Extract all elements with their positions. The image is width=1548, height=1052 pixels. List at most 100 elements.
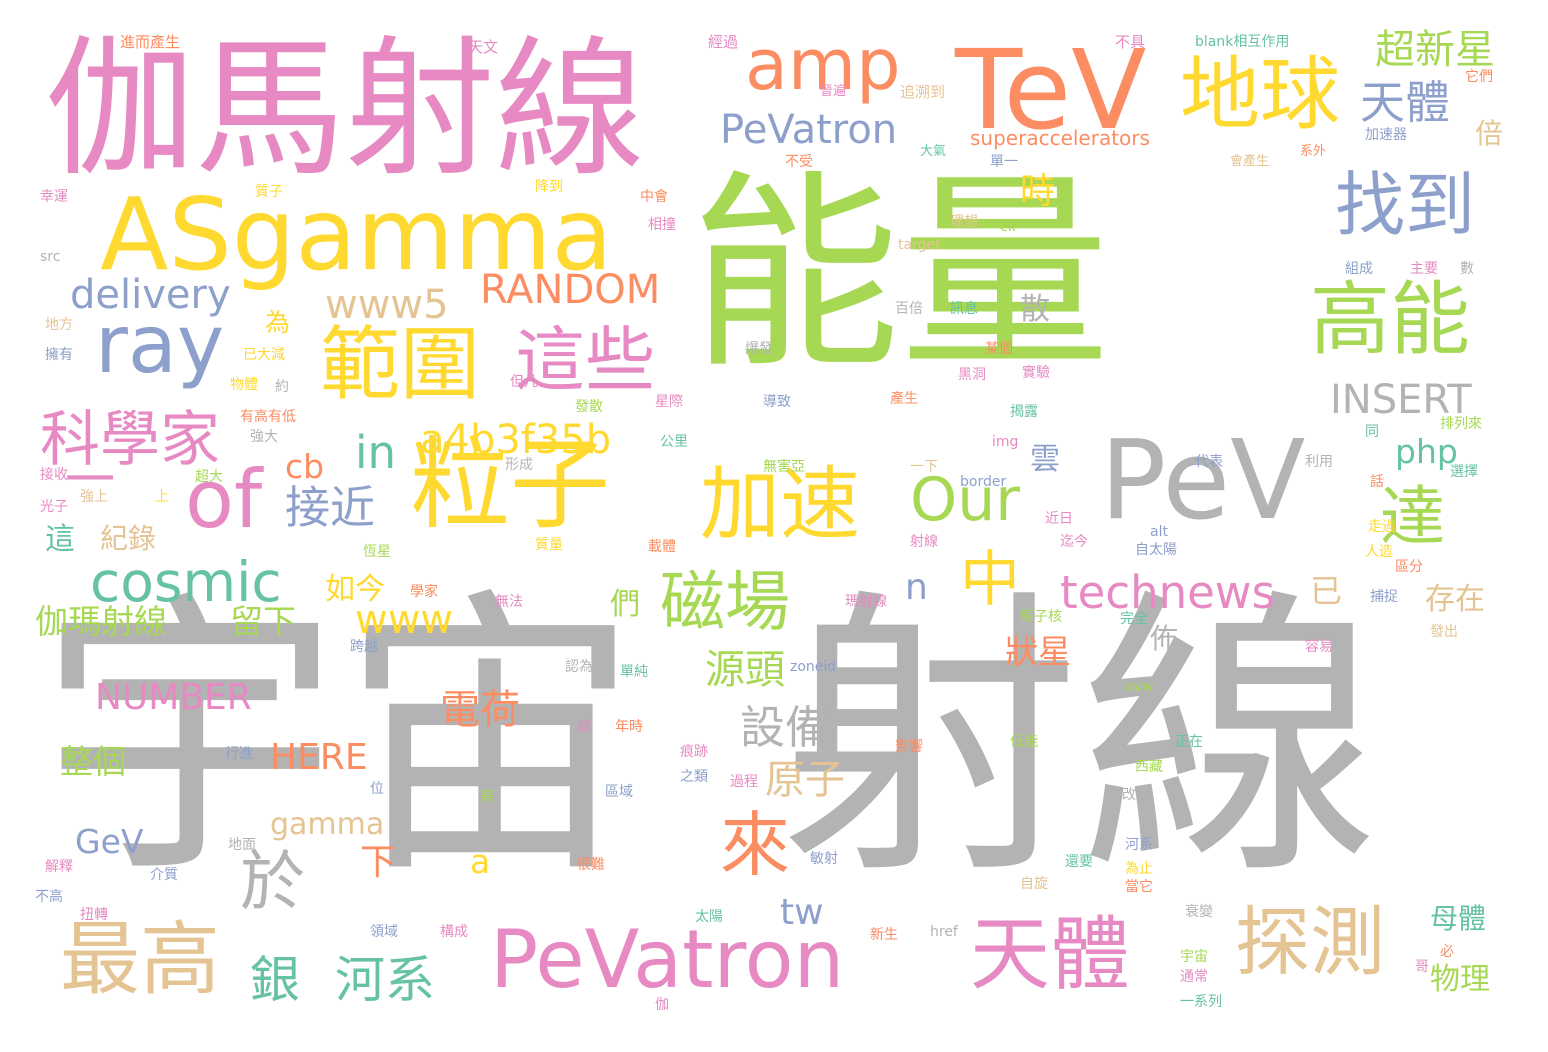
word-68: 雲	[1030, 442, 1060, 477]
word-183: 還要	[1065, 854, 1093, 870]
word-2: 射線	[780, 565, 1380, 914]
word-72: 佈	[1150, 622, 1179, 655]
word-50: 留下	[230, 602, 296, 641]
word-146: 質量	[535, 537, 563, 553]
word-109: 已大減	[243, 347, 285, 363]
word-69: 如今	[325, 572, 385, 607]
word-81: blank相互作用	[1195, 34, 1290, 50]
word-46: 設備	[740, 701, 831, 754]
word-125: 形成	[505, 457, 533, 473]
word-100: 組成	[1345, 261, 1373, 277]
word-131: 選擇	[1450, 464, 1478, 480]
word-21: 磁場	[660, 565, 791, 640]
word-45: 源頭	[705, 647, 785, 693]
word-98: target	[898, 237, 941, 253]
word-106: 擁有	[45, 347, 73, 363]
word-177: 地面	[228, 837, 256, 853]
word-161: 單純	[620, 664, 648, 680]
word-148: 人造	[1365, 544, 1393, 560]
word-78: 天文	[468, 38, 499, 56]
word-193: 新生	[870, 927, 898, 943]
word-188: 扭轉	[80, 907, 108, 923]
word-15: 加速	[700, 458, 860, 551]
word-79: 經過	[708, 33, 739, 51]
word-134: border	[960, 474, 1007, 490]
word-137: 上	[155, 489, 169, 505]
word-20: 最高	[60, 913, 220, 1006]
word-56: 已	[1310, 572, 1343, 610]
word-9: 地球	[1180, 48, 1340, 141]
word-32: RANDOM	[480, 267, 661, 313]
word-200: 一系列	[1180, 994, 1222, 1010]
word-65: 時	[1020, 172, 1056, 212]
word-4: TeV	[955, 26, 1147, 154]
word-157: 跨越	[350, 639, 378, 655]
word-82: 它們	[1465, 69, 1493, 85]
word-185: 當它	[1125, 879, 1153, 895]
word-139: 近日	[1045, 511, 1073, 527]
word-132: 接收	[40, 467, 68, 483]
word-116: 發散	[575, 399, 603, 415]
word-86: 大氣	[920, 144, 947, 159]
word-16: of	[185, 453, 263, 546]
word-6: ASgamma	[100, 176, 613, 293]
word-197: 哥	[1415, 959, 1429, 975]
word-13: 高能	[1310, 273, 1470, 366]
word-74: 母體	[1430, 902, 1487, 935]
word-34: a4b3f35b	[420, 417, 612, 463]
word-191: 領域	[370, 924, 398, 940]
word-136: 強上	[80, 489, 108, 505]
word-36: NUMBER	[95, 677, 252, 718]
word-192: 構成	[440, 924, 468, 940]
word-40: 河系	[335, 951, 435, 1009]
word-159: zoneid	[790, 659, 837, 675]
word-48: 電荷	[440, 687, 520, 733]
word-57: 存在	[1425, 582, 1485, 617]
word-61: 下	[360, 842, 397, 883]
word-110: 黑洞	[958, 367, 986, 383]
word-189: 太陽	[695, 909, 723, 925]
word-119: 產生	[890, 391, 918, 407]
word-166: 痕跡	[680, 744, 708, 760]
word-10: ray	[95, 298, 225, 391]
word-121: 排列來	[1440, 416, 1482, 432]
word-175: 氦	[480, 789, 494, 805]
word-108: 某個	[985, 341, 1013, 357]
word-64: 們	[610, 587, 640, 622]
word-117: 星際	[655, 394, 683, 410]
word-124: 同	[1365, 424, 1379, 440]
word-83: 晉遍	[820, 84, 847, 99]
word-33: INSERT	[1330, 377, 1472, 423]
word-111: 實驗	[1022, 365, 1050, 381]
word-158: 容易	[1305, 639, 1333, 655]
word-169: 正在	[1175, 734, 1203, 750]
word-138: 光子	[40, 499, 68, 515]
word-155: 捕捉	[1370, 589, 1398, 605]
word-120: 揭露	[1010, 404, 1038, 420]
word-7: 粒子	[410, 426, 610, 543]
word-84: 追溯到	[900, 83, 946, 101]
word-194: href	[930, 924, 958, 940]
word-123: 公里	[660, 434, 688, 450]
word-144: 自太陽	[1135, 542, 1177, 558]
word-129: 代表	[1195, 454, 1223, 470]
word-135: 話	[1370, 474, 1384, 490]
word-49: 伽瑪射線	[35, 602, 167, 641]
word-30: delivery	[70, 272, 231, 318]
word-59: cb	[285, 447, 325, 486]
word-113: 約	[275, 379, 289, 395]
word-66: 為	[265, 308, 291, 337]
word-12: 這些	[515, 319, 655, 401]
word-115: 但凡	[510, 374, 538, 390]
word-127: 一下	[910, 459, 938, 475]
word-24: 達	[1380, 480, 1446, 555]
word-130: 利用	[1305, 454, 1333, 470]
word-28: Our	[910, 465, 1020, 535]
word-47: 原子	[765, 757, 845, 803]
word-162: avw	[1125, 679, 1154, 695]
word-97: 相撞	[648, 217, 676, 233]
word-156: 發出	[1430, 624, 1458, 640]
word-67: 散	[1020, 292, 1050, 327]
word-99: src	[40, 249, 61, 265]
word-171: 過程	[730, 774, 758, 790]
